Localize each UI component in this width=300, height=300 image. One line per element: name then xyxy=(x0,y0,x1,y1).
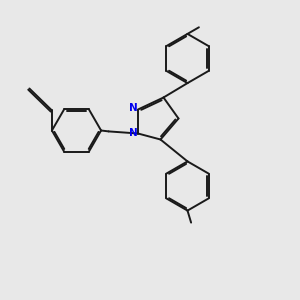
Text: N: N xyxy=(129,128,138,139)
Text: N: N xyxy=(129,103,138,113)
